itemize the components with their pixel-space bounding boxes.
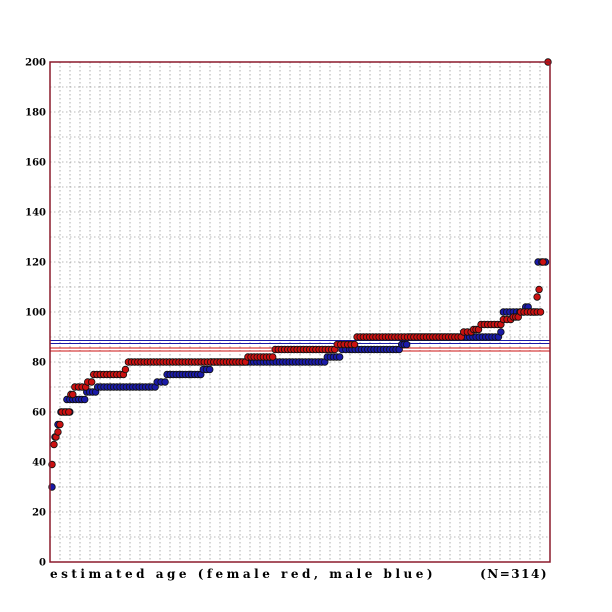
x-axis-label: estimated age (female red, male blue): [50, 567, 436, 581]
sample-count-label: (N=314): [480, 567, 548, 581]
data-point: [206, 365, 214, 374]
data-point: [81, 395, 89, 404]
y-tick-label: 60: [32, 408, 46, 419]
y-tick-label: 100: [25, 308, 46, 319]
y-tick-label: 40: [32, 458, 46, 469]
y-tick-label: 0: [39, 558, 46, 569]
y-tick-label: 140: [25, 208, 46, 219]
data-point: [536, 308, 545, 316]
data-point: [497, 328, 505, 336]
data-points: [48, 58, 552, 491]
data-point: [539, 258, 547, 266]
y-tick-label: 180: [25, 108, 46, 119]
data-point: [161, 378, 169, 386]
data-point: [533, 293, 541, 301]
data-point: [54, 428, 62, 436]
grid-horizontal: [50, 86, 550, 538]
y-tick-label: 20: [32, 508, 46, 519]
data-point: [269, 353, 277, 361]
data-point: [50, 440, 58, 449]
data-point: [335, 353, 344, 361]
data-point: [402, 340, 411, 349]
data-point: [121, 365, 130, 374]
data-point: [69, 390, 77, 399]
data-point: [87, 378, 96, 386]
data-point: [535, 285, 543, 294]
plot-frame: [49, 61, 551, 563]
y-tick-label: 160: [25, 158, 46, 169]
y-tick-label: 200: [25, 58, 46, 69]
y-tick-label: 80: [32, 358, 46, 369]
grid-vertical: [59, 62, 541, 562]
data-point: [350, 340, 359, 349]
y-tick-label: 120: [25, 258, 46, 269]
data-point: [65, 408, 73, 416]
y-tick-labels: 0 20 40 60 80 100 120 140 160 180 200: [25, 58, 46, 569]
data-point: [56, 420, 64, 429]
